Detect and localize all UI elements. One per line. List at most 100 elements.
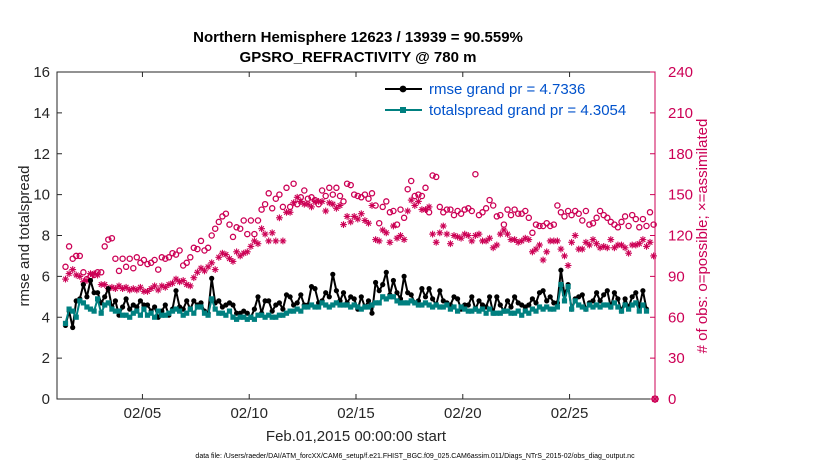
possible-obs-point bbox=[589, 219, 597, 227]
possible-obs-point bbox=[650, 221, 657, 228]
assimilated-obs-point bbox=[489, 244, 497, 252]
possible-obs-point bbox=[211, 225, 219, 232]
possible-obs-point bbox=[115, 267, 123, 275]
rmse-point bbox=[152, 304, 158, 310]
rmse-point bbox=[383, 269, 389, 275]
totalspread-point bbox=[298, 308, 304, 314]
x-tick-label: 02/25 bbox=[551, 405, 589, 422]
possible-obs-point bbox=[244, 230, 251, 238]
totalspread-point bbox=[205, 312, 211, 318]
totalspread-point bbox=[383, 296, 389, 302]
rmse-point bbox=[351, 296, 357, 302]
totalspread-point bbox=[551, 306, 557, 312]
rmse-point bbox=[102, 294, 108, 300]
totalspread-point bbox=[123, 312, 129, 318]
rmse-point bbox=[269, 308, 275, 314]
possible-obs-point bbox=[383, 198, 390, 205]
totalspread-point bbox=[166, 310, 172, 316]
rmse-point bbox=[294, 300, 300, 306]
assimilated-obs-point bbox=[568, 238, 575, 246]
y-right-tick-label: 210 bbox=[668, 105, 693, 122]
assimilated-obs-point bbox=[582, 238, 590, 246]
totalspread-point bbox=[301, 304, 307, 310]
totalspread-point bbox=[116, 308, 122, 314]
totalspread-point bbox=[155, 308, 161, 314]
rmse-point bbox=[369, 310, 375, 316]
rmse-point bbox=[173, 288, 179, 294]
possible-obs-point bbox=[554, 202, 561, 209]
totalspread-point bbox=[105, 300, 111, 306]
assimilated-obs-point bbox=[504, 230, 511, 238]
totalspread-point bbox=[444, 302, 450, 308]
totalspread-point bbox=[127, 314, 133, 320]
possible-obs-point bbox=[194, 245, 201, 253]
possible-obs-point bbox=[628, 211, 636, 219]
possible-obs-point bbox=[532, 221, 540, 228]
possible-obs-point bbox=[172, 251, 180, 258]
totalspread-point bbox=[490, 310, 496, 316]
rmse-point bbox=[123, 296, 129, 302]
assimilated-obs-point bbox=[561, 252, 568, 260]
y-tick-label: 16 bbox=[33, 64, 50, 81]
possible-obs-point bbox=[283, 184, 290, 192]
possible-obs-point bbox=[340, 198, 347, 205]
rmse-point bbox=[487, 294, 493, 300]
totalspread-point bbox=[472, 306, 478, 312]
possible-obs-point bbox=[105, 236, 112, 243]
assimilated-obs-point bbox=[94, 271, 101, 279]
totalspread-point bbox=[287, 308, 293, 314]
rmse-point bbox=[87, 277, 94, 284]
assimilated-obs-point bbox=[450, 232, 458, 239]
totalspread-point bbox=[390, 294, 396, 300]
possible-obs-point bbox=[276, 191, 283, 198]
totalspread-point bbox=[144, 312, 151, 318]
possible-obs-point bbox=[108, 234, 116, 242]
legend: rmse grand pr = 4.7336 totalspread grand… bbox=[382, 78, 640, 120]
possible-obs-point bbox=[326, 184, 333, 192]
possible-obs-point bbox=[76, 252, 84, 260]
possible-obs-point bbox=[144, 260, 151, 268]
rmse-point bbox=[611, 290, 618, 296]
totalspread-point bbox=[643, 308, 650, 314]
possible-obs-point bbox=[397, 206, 404, 213]
rmse-point bbox=[230, 302, 236, 308]
rmse-point bbox=[494, 294, 500, 300]
rmse-point bbox=[401, 273, 407, 279]
assimilated-obs-point bbox=[536, 241, 543, 249]
assimilated-obs-point bbox=[468, 237, 476, 245]
y-tick-label: 10 bbox=[33, 187, 50, 204]
totalspread-point bbox=[554, 304, 560, 310]
totalspread-point bbox=[451, 304, 457, 310]
totalspread-point bbox=[212, 306, 218, 312]
possible-obs-point bbox=[215, 218, 223, 226]
assimilated-obs-point bbox=[254, 240, 262, 248]
rmse-point bbox=[137, 298, 143, 304]
totalspread-point bbox=[586, 302, 592, 308]
possible-obs-point bbox=[112, 255, 119, 262]
rmse-point bbox=[540, 288, 546, 294]
totalspread-point bbox=[629, 302, 635, 308]
rmse-point bbox=[558, 267, 564, 273]
assimilated-obs-point bbox=[539, 256, 547, 264]
assimilated-obs-point bbox=[69, 266, 77, 273]
possible-obs-point bbox=[333, 184, 340, 192]
totalspread-point bbox=[95, 296, 101, 302]
possible-obs-point bbox=[126, 255, 133, 262]
assimilated-obs-point bbox=[368, 202, 376, 209]
totalspread-point bbox=[340, 302, 347, 308]
assimilated-obs-point bbox=[404, 207, 412, 215]
rmse-point bbox=[255, 294, 261, 300]
y-tick-label: 8 bbox=[42, 228, 50, 245]
possible-obs-point bbox=[564, 207, 572, 215]
y-tick-label: 4 bbox=[42, 309, 50, 326]
possible-obs-point bbox=[507, 211, 515, 219]
totalspread-point bbox=[426, 302, 432, 308]
possible-obs-point bbox=[415, 191, 422, 198]
totalspread-point bbox=[177, 308, 183, 314]
totalspread-point bbox=[590, 304, 596, 310]
possible-obs-point bbox=[486, 196, 493, 204]
assimilated-obs-point bbox=[436, 229, 444, 237]
totalspread-point bbox=[569, 306, 575, 312]
rmse-point bbox=[533, 300, 539, 306]
totalspread-point bbox=[504, 308, 511, 314]
